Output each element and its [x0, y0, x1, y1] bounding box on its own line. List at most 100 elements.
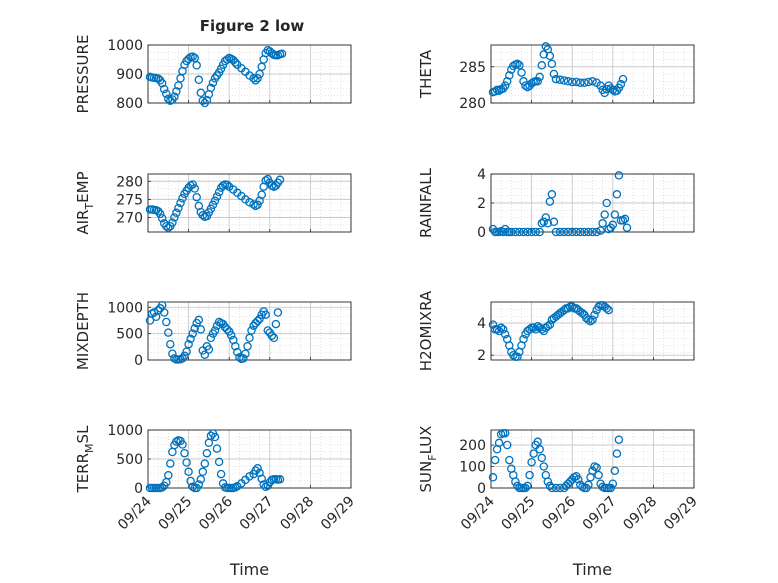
data-point: [500, 81, 510, 90]
data-point: [180, 351, 189, 361]
x-tick-label: 09/25: [156, 494, 196, 534]
data-point: [257, 190, 266, 199]
data-point: [620, 214, 630, 224]
data-point: [257, 474, 266, 483]
data-point: [214, 187, 224, 197]
data-point: [574, 475, 583, 484]
data-point: [519, 77, 528, 86]
ylabel-7: SUNFLUX: [417, 426, 439, 493]
data-point: [178, 194, 187, 203]
data-point: [488, 473, 498, 482]
data-point: [537, 219, 547, 228]
data-point: [618, 74, 628, 84]
y-tick-label: 4: [477, 316, 486, 332]
ylabel-2: AIRTEMP: [74, 171, 96, 234]
data-point: [253, 74, 262, 83]
y-tick-label: 500: [116, 452, 143, 468]
data-point: [166, 459, 175, 468]
data-point: [533, 77, 542, 86]
subplot-terr_msl: 0 500 1000 09/24 09/25 09/26 09/27 09/28 09/29 Ti…: [74, 423, 358, 579]
data-point: [535, 72, 544, 82]
x-tick-label: 09/28: [277, 494, 317, 534]
data-point: [502, 440, 512, 450]
data-point: [184, 339, 193, 349]
x-tick-label: 09/26: [539, 493, 579, 533]
data-point: [269, 333, 279, 343]
data-point: [549, 217, 559, 227]
data-point: [176, 198, 185, 208]
data-point: [159, 308, 169, 317]
data-point: [251, 76, 260, 85]
axes-box: [147, 301, 352, 361]
data-point: [263, 326, 273, 335]
y-tick-label: 4: [477, 167, 486, 183]
data-point: [149, 308, 159, 317]
x-tick-label: 09/29: [318, 494, 358, 534]
subplot-pressure: 800 900 1000 PRESSURE: [74, 35, 352, 114]
data-point: [543, 321, 553, 331]
data-point: [488, 320, 498, 329]
data-point: [239, 354, 248, 363]
y-tick-label: 200: [459, 438, 486, 454]
data-point: [505, 71, 514, 80]
data-point: [494, 438, 504, 448]
ylabel-3: RAINFALL: [417, 167, 435, 238]
data-point: [231, 58, 240, 67]
data-point: [222, 180, 232, 190]
y-tick-label: 1000: [107, 300, 143, 316]
data-point: [206, 333, 216, 343]
data-point: [275, 175, 285, 185]
figure-title: Figure 2 low: [200, 17, 305, 35]
data-point: [170, 92, 179, 101]
data-point: [545, 51, 555, 61]
data-point: [594, 470, 603, 480]
data-point: [245, 333, 254, 343]
x-axis-label: Time: [572, 560, 612, 579]
data-point: [604, 305, 613, 315]
data-point: [212, 192, 222, 201]
data-point: [233, 347, 242, 357]
ylabel-0: PRESSURE: [74, 35, 92, 114]
y-tick-label: 2: [477, 196, 486, 212]
data-point: [184, 467, 193, 477]
data-point: [184, 54, 193, 64]
data-point: [584, 77, 593, 87]
data-point: [535, 445, 544, 454]
data-point: [509, 61, 518, 71]
data-point: [253, 464, 262, 473]
data-point: [208, 200, 218, 210]
data-point: [606, 483, 616, 493]
data-point: [523, 481, 532, 491]
data-point: [588, 77, 597, 86]
data-point: [588, 315, 597, 324]
data-point: [208, 78, 218, 87]
y-tick-label: 270: [116, 211, 143, 227]
data-point: [275, 475, 285, 484]
data-point: [539, 217, 549, 227]
data-point: [162, 89, 171, 98]
data-point: [241, 349, 250, 358]
data-point: [273, 308, 283, 317]
data-point: [580, 227, 589, 237]
x-tick-label: 09/28: [620, 494, 660, 534]
data-point: [588, 227, 597, 237]
data-point: [159, 84, 169, 94]
data-point: [255, 468, 264, 478]
data-point: [551, 227, 561, 237]
data-point: [190, 324, 199, 333]
data-point: [525, 325, 534, 334]
axes-box: [147, 429, 352, 489]
data-point: [188, 180, 197, 189]
y-tick-label: 500: [116, 327, 143, 343]
x-tick-label: 09/24: [115, 493, 155, 533]
data-point: [576, 78, 585, 87]
y-tick-label: 900: [116, 67, 143, 83]
data-point: [535, 227, 544, 237]
data-point: [543, 219, 553, 228]
data-point: [527, 227, 536, 237]
data-point: [500, 329, 510, 339]
data-point: [563, 304, 573, 313]
data-point: [162, 221, 171, 231]
data-point: [182, 347, 191, 356]
data-point: [210, 196, 220, 206]
